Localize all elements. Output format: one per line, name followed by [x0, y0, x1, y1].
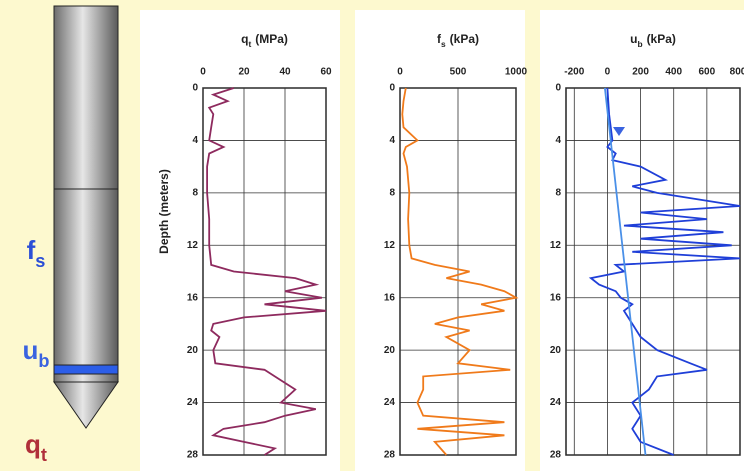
- label-unit: (kPa): [647, 32, 676, 46]
- probe: [53, 5, 119, 429]
- label-main: f: [27, 235, 36, 265]
- probe-rod: [53, 5, 119, 190]
- x-tick-label: 500: [450, 67, 467, 78]
- y-tick-label: 0: [555, 83, 561, 94]
- x-tick-label: 800: [730, 67, 744, 78]
- label-sub: b: [38, 351, 49, 371]
- y-tick-label: 28: [550, 450, 562, 461]
- label-main: u: [630, 32, 637, 46]
- x-tick-label: 600: [699, 67, 716, 78]
- label-sub: s: [441, 39, 446, 49]
- x-tick-label: 1000: [505, 67, 528, 78]
- x-axis-title: ub (kPa): [630, 32, 676, 49]
- water-table-marker: [613, 127, 625, 136]
- label-main: q: [25, 429, 41, 459]
- label-unit: (kPa): [450, 32, 479, 46]
- y-tick-label: 4: [389, 135, 395, 146]
- x-tick-label: 20: [238, 67, 250, 78]
- probe-ring: [53, 373, 119, 383]
- label-main: q: [241, 32, 248, 46]
- x-tick-label: 400: [665, 67, 682, 78]
- y-tick-label: 16: [187, 292, 199, 303]
- probe-label: ub: [22, 335, 49, 371]
- y-tick-label: 4: [555, 135, 561, 146]
- y-tick-label: 24: [550, 397, 562, 408]
- x-axis-title: fs (kPa): [437, 32, 479, 49]
- label-sub: b: [637, 39, 642, 49]
- y-tick-label: 20: [187, 345, 199, 356]
- y-tick-label: 12: [550, 240, 562, 251]
- probe-label: qt: [25, 429, 47, 465]
- x-axis-title: qt (MPa): [241, 32, 288, 49]
- plot-area: [565, 87, 741, 456]
- label-sub: s: [35, 251, 45, 271]
- y-tick-label: 28: [187, 450, 199, 461]
- label-main: f: [437, 32, 442, 46]
- y-tick-label: 16: [550, 292, 562, 303]
- probe-label: fs: [27, 235, 46, 271]
- data-line: [588, 87, 741, 456]
- data-line: [401, 87, 519, 456]
- probe-sleeve: [53, 188, 119, 366]
- x-tick-label: 0: [605, 67, 611, 78]
- label-sub: t: [248, 39, 251, 49]
- x-tick-label: 0: [200, 67, 206, 78]
- data-line: [604, 87, 647, 456]
- x-tick-label: 40: [279, 67, 291, 78]
- y-tick-label: 16: [384, 292, 396, 303]
- x-tick-label: -200: [564, 67, 584, 78]
- y-tick-label: 0: [192, 83, 198, 94]
- y-tick-label: 24: [384, 397, 396, 408]
- x-tick-label: 0: [397, 67, 403, 78]
- label-sub: t: [41, 445, 47, 465]
- y-tick-label: 24: [187, 397, 199, 408]
- y-tick-label: 12: [384, 240, 396, 251]
- label-unit: (MPa): [255, 32, 288, 46]
- y-axis-title: Depth (meters): [157, 169, 171, 254]
- probe-cone: [53, 381, 119, 429]
- y-tick-label: 20: [384, 345, 396, 356]
- plot-area: [202, 87, 327, 456]
- probe-filter: [53, 364, 119, 375]
- y-tick-label: 20: [550, 345, 562, 356]
- y-tick-label: 12: [187, 240, 199, 251]
- y-tick-label: 8: [192, 187, 198, 198]
- data-line: [206, 87, 327, 456]
- label-main: u: [22, 335, 38, 365]
- y-tick-label: 8: [555, 187, 561, 198]
- y-tick-label: 0: [389, 83, 395, 94]
- y-tick-label: 8: [389, 187, 395, 198]
- y-tick-label: 28: [384, 450, 396, 461]
- y-tick-label: 4: [192, 135, 198, 146]
- x-tick-label: 60: [320, 67, 332, 78]
- x-tick-label: 200: [632, 67, 649, 78]
